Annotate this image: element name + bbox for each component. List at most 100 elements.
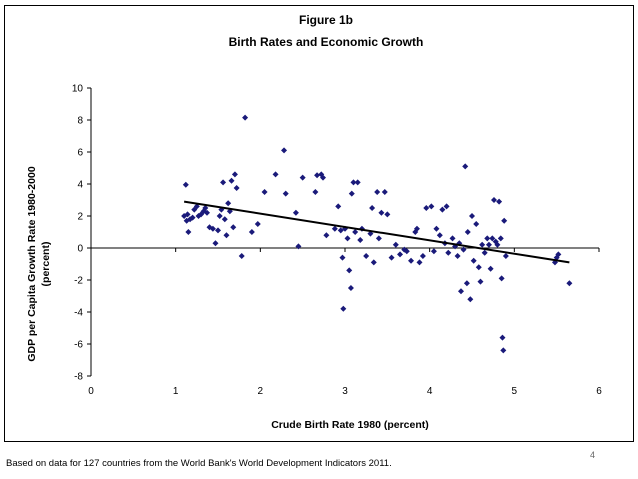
data-point [449,235,456,242]
x-tick-label: 0 [88,386,94,397]
data-point [469,213,475,219]
x-tick-label: 2 [258,386,264,397]
data-point [323,232,330,239]
data-point [242,114,249,121]
trendline [183,200,570,264]
data-point [484,235,491,242]
data-point [496,198,503,205]
data-point [369,205,376,211]
data-point [454,253,461,259]
data-point [500,347,507,354]
data-point [233,185,240,191]
data-point [475,264,482,271]
y-axis-label: GDP per Capita Growth Rate 1980-2000 (pe… [26,166,52,361]
data-point [248,229,255,235]
data-point [477,278,484,285]
data-point [346,267,353,274]
data-point [413,225,420,232]
data-point [419,253,426,259]
data-point [457,288,464,295]
data-point [216,213,223,219]
data-point [403,248,410,255]
y-tick-label: -2 [74,276,83,287]
data-point [473,221,480,227]
data-point [436,232,443,239]
data-point [499,334,506,341]
data-point [182,181,189,188]
data-point [281,147,288,154]
data-point [312,189,319,195]
data-point [357,237,364,243]
data-point [416,259,423,266]
data-point [272,171,279,178]
data-point [485,241,492,248]
data-point [392,241,399,248]
data-point [462,163,469,170]
data-point [370,259,377,266]
data-point [203,209,210,216]
x-tick-label: 1 [173,386,179,397]
data-point [489,235,496,242]
chart-frame: Figure 1b Birth Rates and Economic Growt… [4,5,634,442]
data-point [487,265,494,272]
data-point [460,246,467,253]
y-axis-label-line1: GDP per Capita Growth Rate 1980-2000 [26,166,38,361]
y-tick-label: -4 [74,308,83,319]
data-point [497,235,504,242]
data-point [254,221,261,227]
chart-subtitle: Birth Rates and Economic Growth [229,35,424,49]
data-point [433,225,440,232]
y-tick-label: -6 [74,340,83,351]
data-point [193,203,200,210]
data-point [261,189,268,195]
page-number: 4 [590,450,596,460]
x-tick-label: 4 [427,386,433,397]
data-point [231,171,238,178]
data-point [502,253,509,259]
x-tick-label: 6 [596,386,602,397]
y-tick-label: 6 [77,148,83,159]
data-point [479,241,486,248]
x-axis-label: Crude Birth Rate 1980 (percent) [271,419,429,431]
data-point [439,206,446,213]
data-point [212,240,219,247]
scatter-chart: Figure 1b Birth Rates and Economic Growt… [26,13,602,431]
data-point [185,229,192,235]
data-point [555,251,562,258]
y-tick-label: 4 [77,180,83,191]
data-points [181,114,573,354]
data-point [443,203,450,210]
data-point [238,253,245,259]
data-point [350,179,357,186]
data-point [230,224,237,231]
data-point [202,205,209,211]
data-point [282,190,289,197]
footnote: Based on data for 127 countries from the… [6,458,392,469]
data-point [494,241,501,248]
data-point [344,235,351,242]
plot-axes: 10 8 6 4 2 0 -2 -4 -6 -8 0 1 2 3 4 5 6 [72,84,602,398]
data-point [498,275,505,282]
data-point [221,216,228,223]
x-tick-label: 5 [512,386,518,397]
data-point [566,280,573,287]
data-point [220,179,227,186]
data-point [314,172,321,179]
data-point [445,249,452,256]
data-point [430,248,437,255]
data-point [381,189,388,195]
data-point [470,257,477,264]
data-point [225,200,232,207]
data-point [348,190,355,197]
data-point [467,296,474,303]
data-point [335,203,342,210]
x-tick-label: 3 [342,386,348,397]
data-point [209,225,216,232]
data-point [363,253,370,259]
data-point [501,217,508,224]
data-point [428,203,435,210]
data-point [347,285,354,291]
y-tick-label: 8 [77,116,83,127]
data-point [374,189,381,195]
